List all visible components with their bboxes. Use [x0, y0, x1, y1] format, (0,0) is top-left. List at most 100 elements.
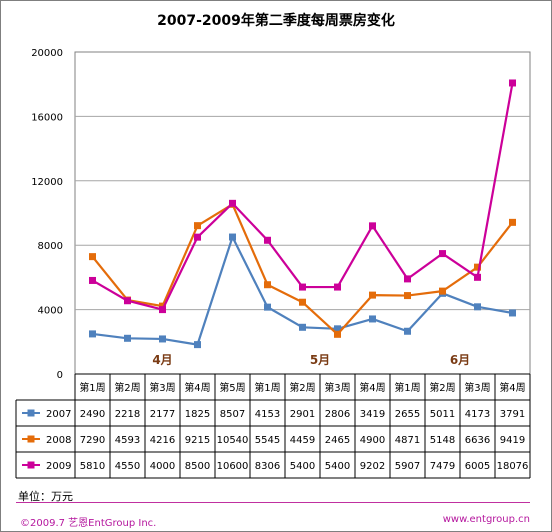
- y-tick-label: 12000: [31, 177, 63, 188]
- footer-copyright: ©2009.7 艺恩EntGroup Inc.: [20, 518, 157, 529]
- x-tick-label: 第4周: [499, 381, 525, 394]
- data-point-2009: [369, 222, 376, 230]
- data-label: 10600: [217, 461, 249, 472]
- data-label: 9202: [360, 461, 385, 472]
- data-label: 5148: [430, 435, 455, 446]
- data-point-2009: [404, 275, 411, 283]
- data-point-2007: [299, 323, 306, 331]
- data-label: 5545: [255, 435, 280, 446]
- data-point-2008: [369, 291, 376, 299]
- data-label: 4900: [360, 435, 385, 446]
- data-label: 3791: [500, 409, 525, 420]
- legend-entry: 2007: [46, 409, 71, 420]
- data-point-2009: [474, 273, 481, 281]
- data-point-2007: [369, 315, 376, 323]
- data-label: 2901: [290, 409, 315, 420]
- data-point-2007: [264, 303, 271, 311]
- x-tick-label: 第1周: [254, 381, 280, 394]
- data-label: 3419: [360, 409, 385, 420]
- data-label: 10540: [217, 435, 249, 446]
- data-point-2007: [159, 335, 166, 343]
- data-label: 9215: [185, 435, 210, 446]
- data-label: 2465: [325, 435, 350, 446]
- data-label: 4153: [255, 409, 280, 420]
- data-label: 6005: [465, 461, 490, 472]
- footer-website: www.entgroup.cn: [442, 514, 530, 525]
- month-label: 6月: [450, 353, 470, 367]
- data-label: 18076: [497, 461, 529, 472]
- data-label: 8306: [255, 461, 280, 472]
- data-label: 2806: [325, 409, 350, 420]
- data-point-2009: [89, 276, 96, 284]
- data-point-2008: [89, 253, 96, 261]
- legend-entry: 2009: [46, 461, 71, 472]
- legend-key-marker: [27, 461, 35, 469]
- data-point-2007: [334, 325, 341, 333]
- x-tick-label: 第2周: [289, 381, 315, 394]
- data-point-2009: [334, 283, 341, 291]
- data-point-2009: [229, 199, 236, 207]
- data-label: 5400: [325, 461, 350, 472]
- x-tick-label: 第3周: [324, 381, 350, 394]
- x-tick-label: 第3周: [149, 381, 175, 394]
- data-point-2008: [404, 292, 411, 300]
- data-label: 5400: [290, 461, 315, 472]
- data-label: 4173: [465, 409, 490, 420]
- x-tick-label: 第1周: [394, 381, 420, 394]
- data-label: 2218: [115, 409, 140, 420]
- y-tick-label: 8000: [38, 241, 63, 252]
- data-label: 7479: [430, 461, 455, 472]
- data-point-2007: [474, 303, 481, 311]
- data-point-2008: [334, 330, 341, 338]
- data-label: 4593: [115, 435, 140, 446]
- data-point-2009: [194, 233, 201, 241]
- legend-key-marker: [27, 435, 35, 443]
- data-label: 2655: [395, 409, 420, 420]
- footer-divider: [16, 502, 530, 503]
- month-label: 5月: [310, 353, 330, 367]
- data-label: 2490: [80, 409, 105, 420]
- data-label: 5011: [430, 409, 455, 420]
- data-point-2007: [124, 334, 131, 342]
- data-point-2007: [89, 330, 96, 338]
- data-point-2007: [509, 309, 516, 317]
- x-tick-label: 第3周: [464, 381, 490, 394]
- legend-key-marker: [27, 409, 35, 417]
- legend-entry: 2008: [46, 435, 71, 446]
- data-label: 1825: [185, 409, 210, 420]
- data-point-2009: [509, 79, 516, 87]
- y-tick-label: 20000: [31, 48, 63, 59]
- data-label: 4000: [150, 461, 175, 472]
- data-point-2007: [229, 233, 236, 241]
- plot-area: [74, 51, 531, 375]
- x-tick-label: 第4周: [184, 381, 210, 394]
- data-point-2008: [194, 222, 201, 230]
- data-label: 5810: [80, 461, 105, 472]
- data-point-2009: [159, 306, 166, 314]
- data-label: 8500: [185, 461, 210, 472]
- data-point-2008: [439, 287, 446, 295]
- x-tick-label: 第2周: [429, 381, 455, 394]
- data-point-2007: [194, 341, 201, 349]
- data-label: 8507: [220, 409, 245, 420]
- data-point-2009: [264, 236, 271, 244]
- data-label: 4216: [150, 435, 175, 446]
- data-point-2008: [264, 281, 271, 289]
- y-tick-label: 0: [57, 370, 63, 381]
- data-point-2008: [509, 218, 516, 226]
- data-point-2008: [474, 263, 481, 271]
- chart-title: 2007-2009年第二季度每周票房变化: [157, 13, 395, 29]
- data-label: 4550: [115, 461, 140, 472]
- data-point-2008: [299, 298, 306, 306]
- x-tick-label: 第4周: [359, 381, 385, 394]
- data-label: 2177: [150, 409, 175, 420]
- data-point-2007: [404, 327, 411, 335]
- x-tick-label: 第2周: [114, 381, 140, 394]
- data-label: 5907: [395, 461, 420, 472]
- data-point-2009: [299, 283, 306, 291]
- data-label: 4871: [395, 435, 420, 446]
- data-point-2009: [439, 250, 446, 258]
- data-point-2009: [124, 297, 131, 305]
- y-tick-label: 4000: [38, 306, 63, 317]
